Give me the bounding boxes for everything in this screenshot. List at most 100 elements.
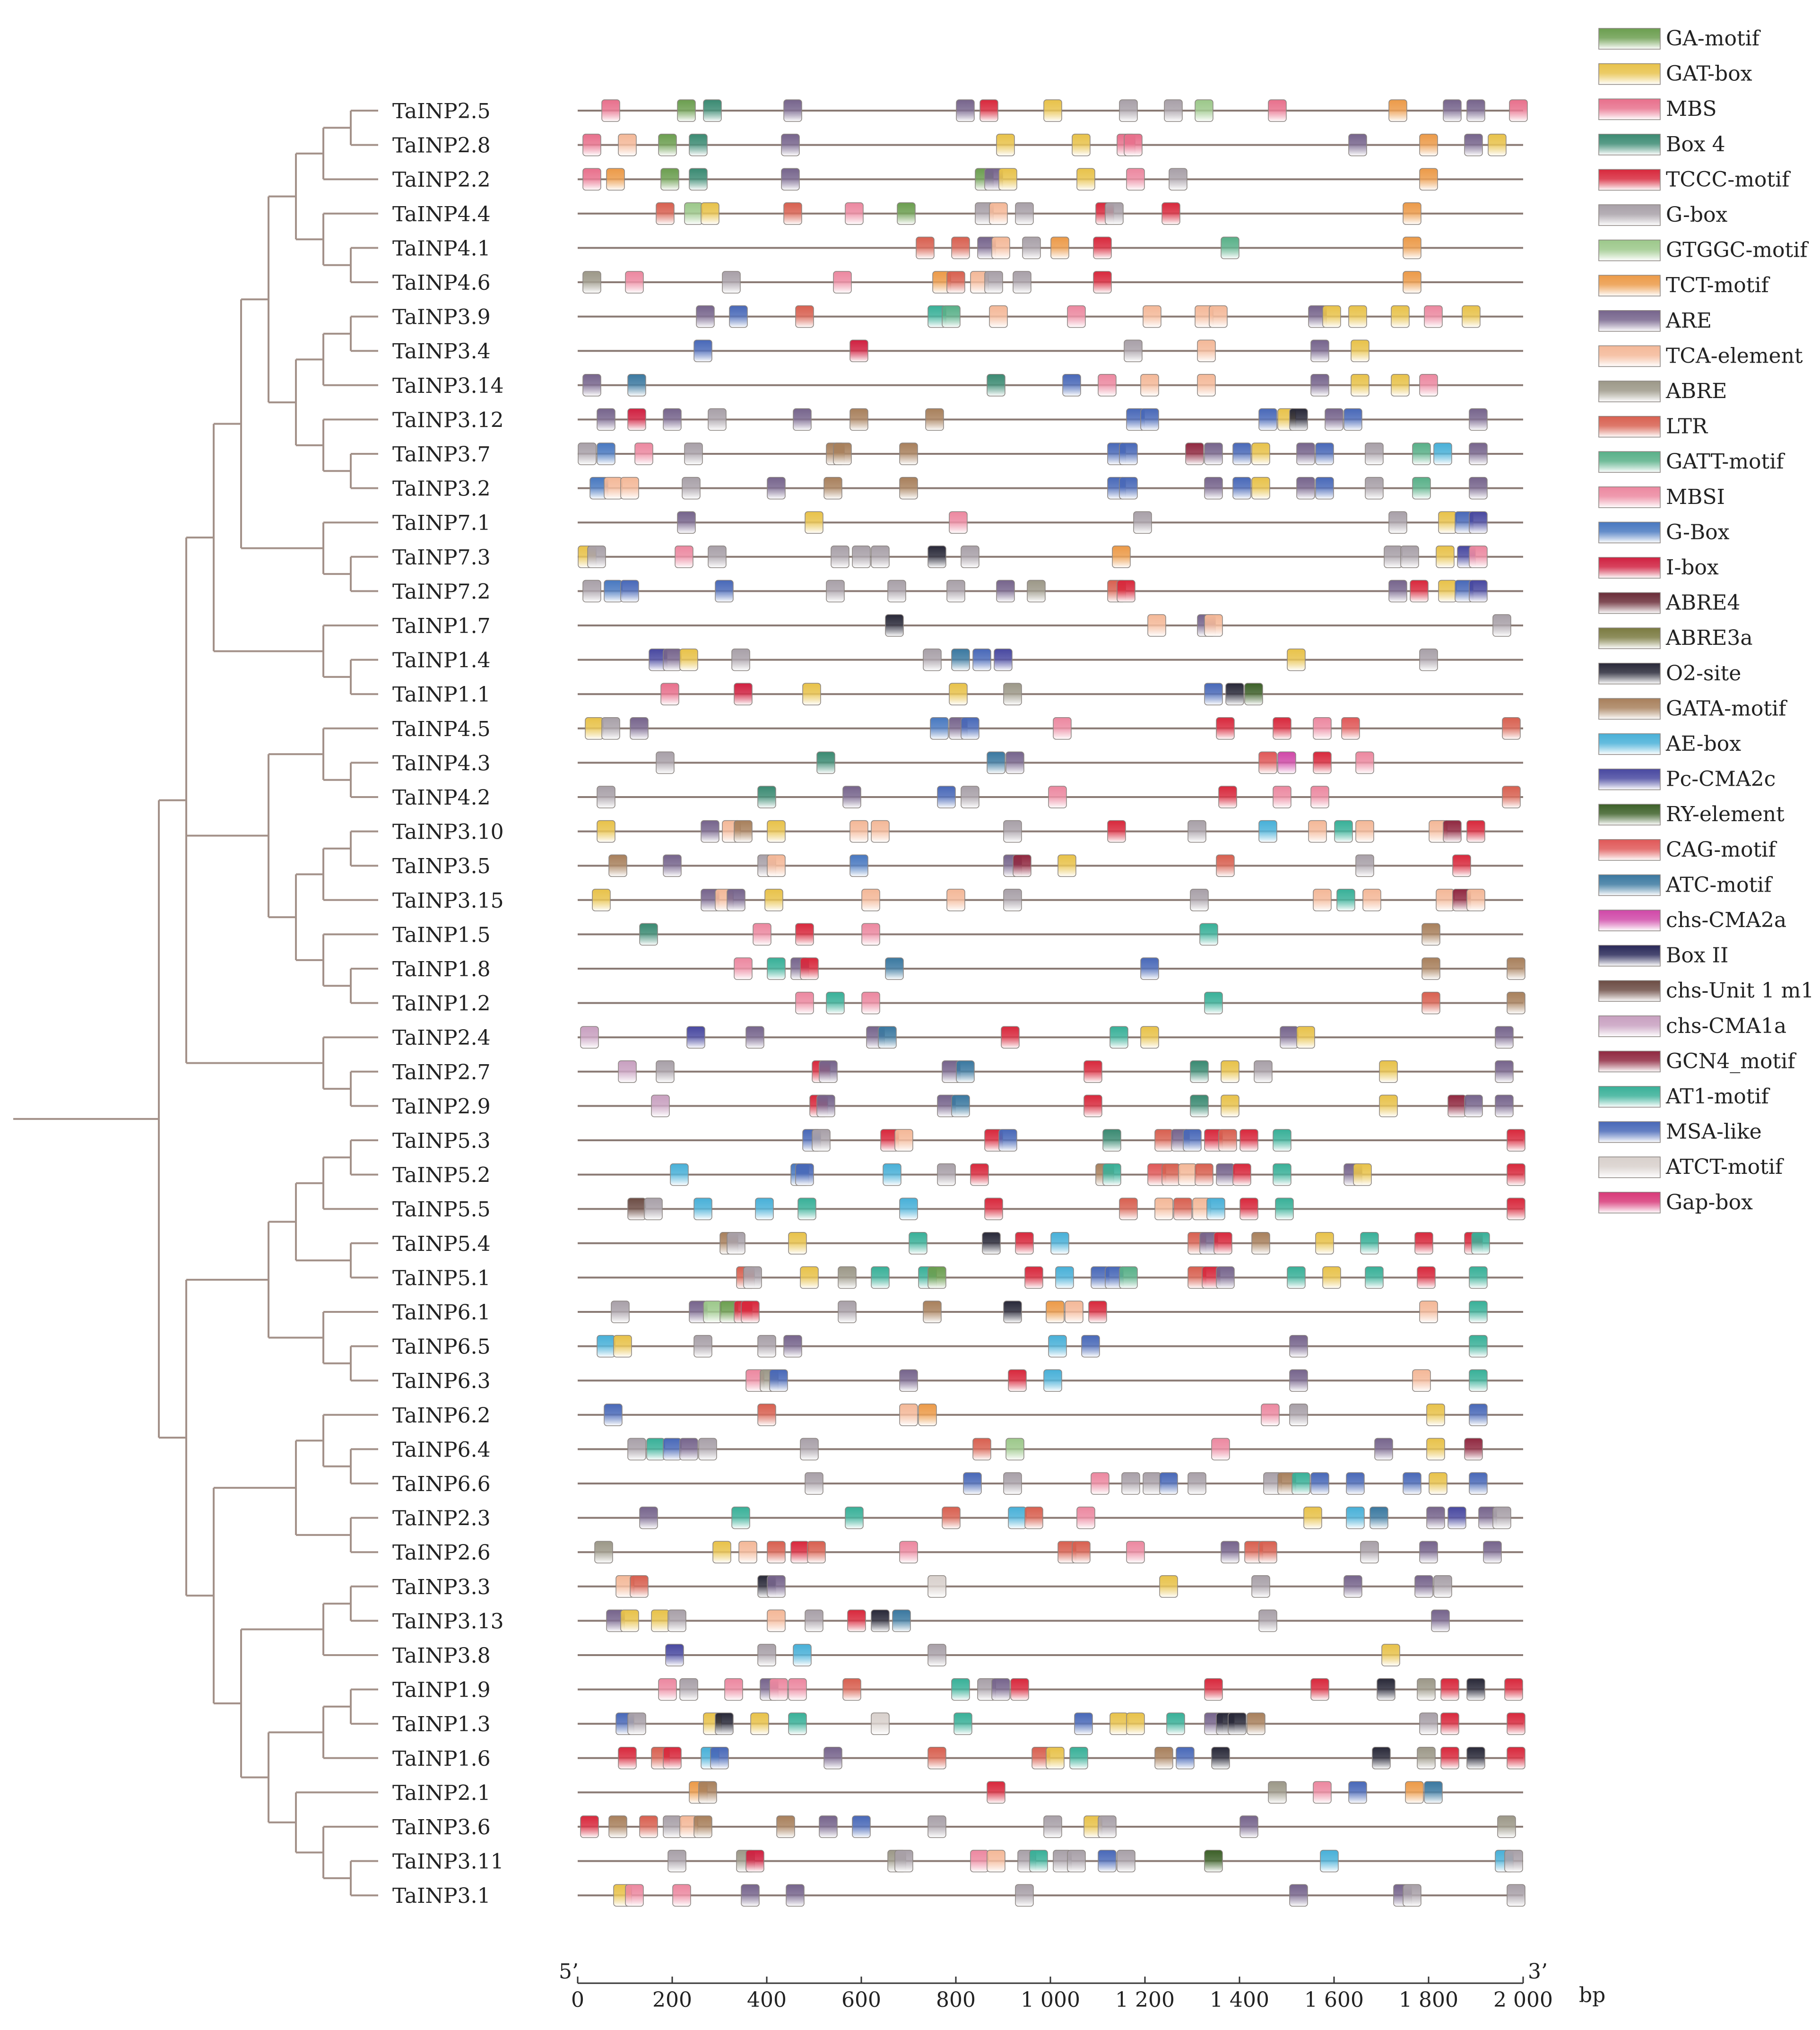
gene-track	[578, 1438, 1523, 1461]
gene-label: TaINP5.4	[392, 1232, 491, 1256]
element-box	[1169, 168, 1187, 191]
gene-label: TaINP2.8	[392, 134, 491, 158]
element-box	[946, 889, 965, 911]
element-box	[1355, 751, 1374, 774]
element-box	[987, 751, 1005, 774]
element-box	[1088, 1301, 1107, 1323]
element-box	[927, 1575, 946, 1598]
element-box	[961, 546, 979, 568]
element-box	[651, 1094, 670, 1118]
element-box	[1296, 1026, 1315, 1049]
element-box	[871, 820, 890, 843]
element-box	[1433, 1575, 1452, 1598]
gene-track	[578, 168, 1523, 191]
legend-item: MSA-like	[1598, 1120, 1762, 1144]
gene-track	[578, 546, 1523, 568]
element-box	[1081, 1335, 1100, 1358]
element-box	[1412, 442, 1431, 465]
gene-track	[578, 1232, 1523, 1255]
gene-track	[578, 751, 1523, 774]
element-box	[1492, 1506, 1511, 1529]
element-box	[1308, 820, 1327, 843]
element-box	[1221, 1060, 1239, 1083]
element-box	[764, 889, 783, 911]
element-box	[1216, 1266, 1235, 1289]
element-box	[1351, 374, 1369, 397]
element-box	[927, 546, 946, 568]
element-box	[996, 133, 1015, 156]
element-box	[1119, 477, 1138, 500]
gene-label: TaINP5.5	[392, 1197, 491, 1222]
element-box	[724, 1678, 743, 1701]
gene-label: TaINP1.9	[392, 1678, 491, 1702]
element-box	[1216, 717, 1235, 740]
element-box	[1322, 1266, 1341, 1289]
element-box	[871, 1266, 890, 1289]
element-box	[1400, 546, 1419, 568]
element-box	[1098, 1849, 1117, 1873]
element-box	[1140, 957, 1159, 980]
gene-label: TaINP2.2	[392, 168, 491, 192]
element-box	[1050, 236, 1069, 260]
element-box	[816, 751, 835, 774]
element-box	[970, 1163, 989, 1186]
element-box	[1013, 854, 1031, 877]
element-box	[1173, 1197, 1192, 1220]
gene-label: TaINP4.4	[392, 202, 491, 226]
gene-label: TaINP6.3	[392, 1369, 491, 1393]
element-box	[1216, 854, 1235, 877]
element-box	[1419, 374, 1438, 397]
element-box	[1310, 1678, 1329, 1701]
element-box	[731, 648, 750, 671]
element-box	[1119, 442, 1138, 465]
element-box	[1239, 1129, 1258, 1152]
element-box	[1176, 1747, 1195, 1770]
element-box	[984, 271, 1003, 294]
element-box	[1426, 1404, 1445, 1426]
element-box	[1391, 305, 1410, 328]
element-box	[1211, 1747, 1230, 1770]
element-box	[807, 1541, 826, 1563]
element-box	[949, 683, 968, 705]
gene-track	[578, 271, 1523, 294]
gene-track	[578, 1060, 1523, 1083]
legend-item: AT1-motif	[1598, 1084, 1770, 1109]
element-box	[627, 374, 646, 397]
element-box	[582, 133, 601, 156]
element-box	[1469, 1335, 1488, 1358]
element-box	[1050, 1232, 1069, 1255]
element-box	[639, 1506, 658, 1529]
element-box	[1507, 957, 1525, 980]
element-box	[1310, 1472, 1329, 1495]
element-box	[1336, 889, 1355, 911]
legend-swatch	[1598, 804, 1661, 825]
gene-label: TaINP3.7	[392, 442, 491, 467]
element-box	[1466, 1678, 1485, 1701]
element-box	[819, 1060, 838, 1083]
element-box	[1251, 442, 1270, 465]
element-box	[734, 957, 753, 980]
gene-track	[578, 374, 1523, 397]
legend-swatch	[1598, 733, 1661, 755]
element-box	[894, 1129, 913, 1152]
legend-item: ATCT-motif	[1598, 1155, 1784, 1179]
legend-swatch	[1598, 381, 1661, 402]
element-box	[1433, 442, 1452, 465]
element-box	[894, 1849, 913, 1873]
element-box	[795, 305, 814, 328]
element-box	[1183, 1129, 1202, 1152]
element-box	[1102, 1129, 1121, 1152]
legend-item: MBS	[1598, 97, 1717, 121]
element-box	[630, 1575, 649, 1598]
gene-track	[578, 1849, 1523, 1873]
element-box	[608, 1815, 627, 1838]
element-box	[727, 889, 745, 911]
element-box	[1072, 133, 1091, 156]
element-box	[826, 991, 845, 1015]
element-box	[767, 477, 786, 500]
element-box	[1443, 99, 1462, 122]
legend-label: LTR	[1666, 415, 1708, 439]
element-box	[909, 1232, 927, 1255]
gene-label: TaINP4.6	[392, 271, 491, 295]
